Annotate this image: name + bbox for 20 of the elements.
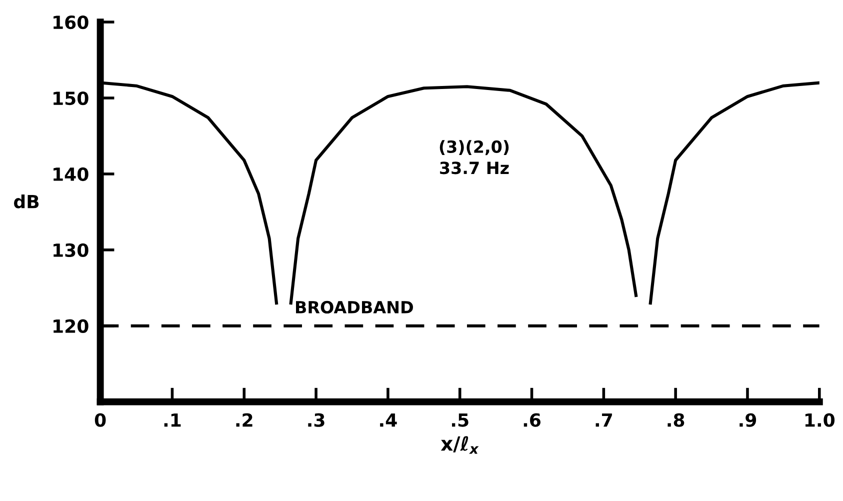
- x-tick-label: .5: [452, 413, 468, 427]
- annotation: (3)(2,0) 33.7 Hz: [440, 140, 509, 174]
- x-tick-label: 1.0: [805, 413, 835, 427]
- y-tick-label: 130: [54, 243, 88, 258]
- x-tick-label: .6: [524, 413, 541, 427]
- y-axis-title: dB: [14, 194, 39, 208]
- x-tick-label: .1: [164, 413, 181, 427]
- x-tick-label: .3: [308, 413, 324, 427]
- x-tick-label: 0: [94, 413, 106, 427]
- x-tick-label: .8: [668, 413, 684, 427]
- y-tick-label: 140: [54, 167, 88, 182]
- x-axis-title: x/ℓ$_{x}$: [440, 436, 479, 454]
- x-tick-label: .2: [236, 413, 252, 427]
- y-tick-label: 120: [54, 319, 88, 333]
- x-tick-label: .9: [740, 413, 756, 427]
- ref-line-label: BROADBAND: [296, 300, 413, 314]
- x-tick-label: .7: [596, 413, 612, 427]
- y-tick-label: 160: [54, 16, 88, 30]
- x-tick-label: .4: [380, 413, 397, 427]
- y-tick-label: 150: [54, 91, 88, 106]
